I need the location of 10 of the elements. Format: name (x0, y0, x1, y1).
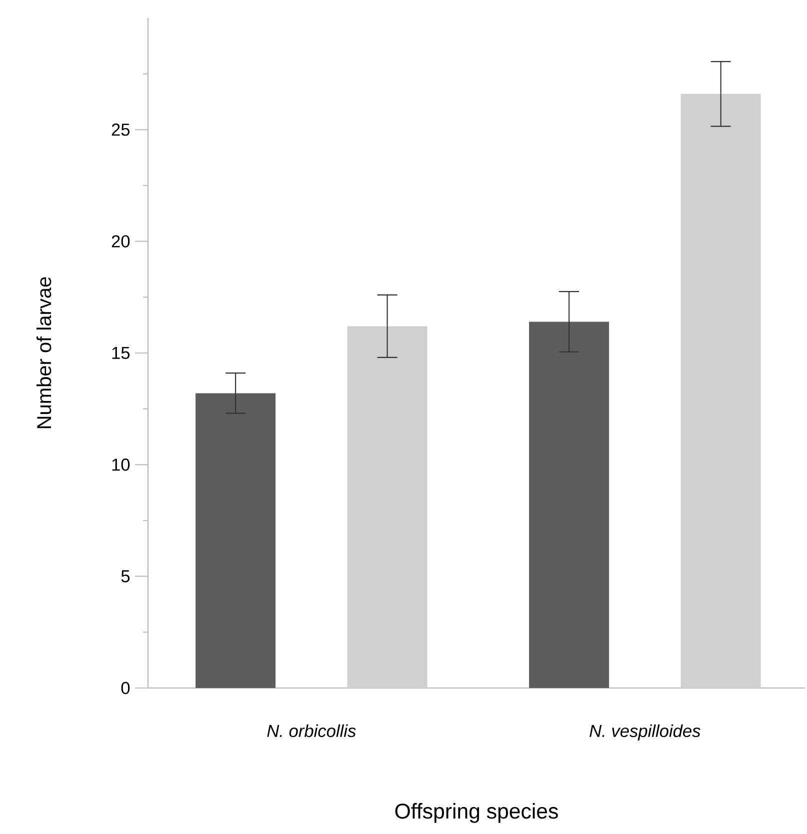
y-tick-label: 0 (121, 682, 130, 694)
x-tick-label: N. orbicollis (267, 724, 356, 738)
y-tick-label: 5 (121, 570, 130, 582)
y-axis-title: Number of larvae (36, 277, 52, 428)
y-tick-label: 10 (112, 458, 130, 471)
y-tick-label: 25 (112, 124, 130, 136)
y-tick-label: 15 (112, 346, 130, 360)
x-axis-title: Offspring species (395, 803, 558, 823)
x-tick-label: N. vespilloides (590, 724, 700, 741)
y-tick-label: 20 (112, 235, 130, 248)
